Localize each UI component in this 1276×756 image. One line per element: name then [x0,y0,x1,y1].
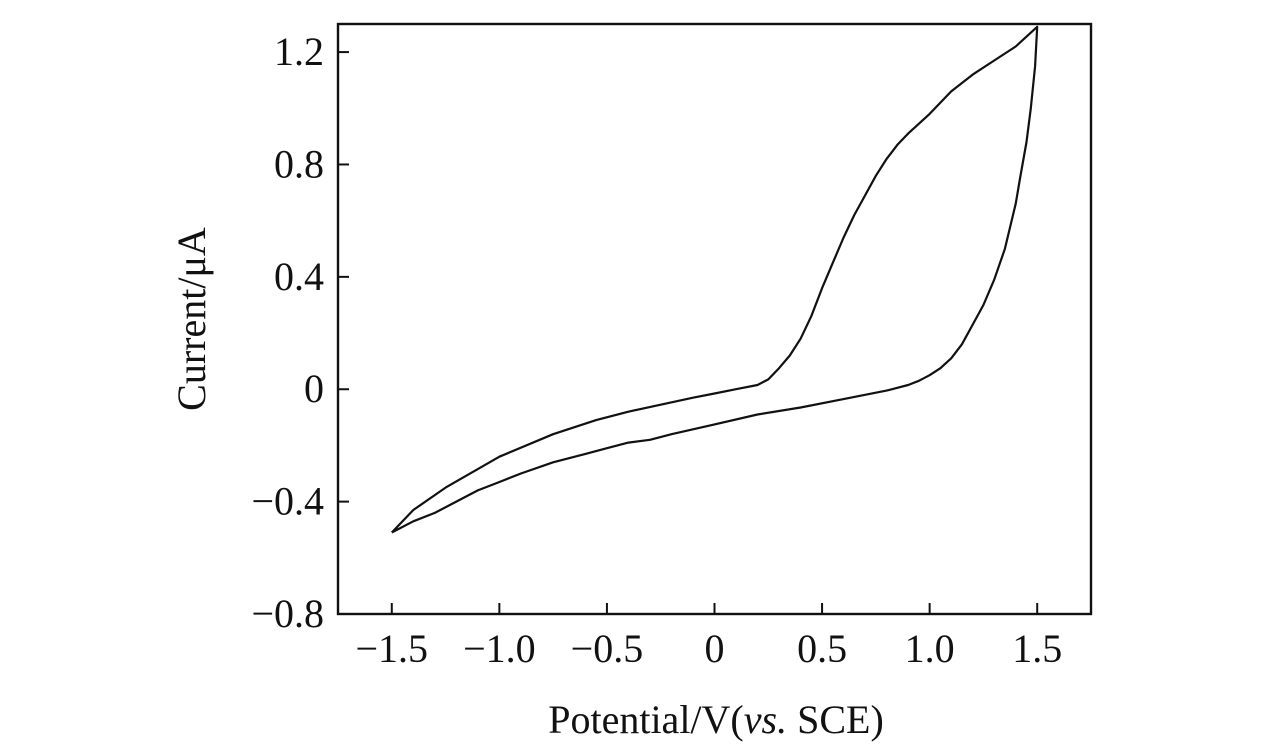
series-layer [391,25,1039,534]
x-tick-label: −1.5 [356,626,429,671]
x-tick-label: 0.5 [797,626,847,671]
x-tick-label: 0 [705,626,725,671]
x-tick-label: −1.0 [463,626,536,671]
x-axis-title-italic: vs. [744,697,787,742]
cv-curve [391,25,1039,534]
y-tick-label: 0.4 [274,254,324,299]
x-tick-label: 1.5 [1012,626,1062,671]
x-tick-label: 1.0 [905,626,955,671]
y-tick-label: 0.8 [274,141,324,186]
x-axis-title-tail: SCE) [787,697,884,742]
plot-frame [336,22,1093,616]
x-axis-ticks: −1.5 −1.0 −0.5 0 0.5 1.0 1.5 [356,603,1062,671]
y-axis-title: Current/μA [169,227,214,411]
y-tick-label: 0 [304,366,324,411]
y-tick-label: 1.2 [274,29,324,74]
y-axis-ticks: −0.8 −0.4 0 0.4 0.8 1.2 [251,29,349,636]
y-tick-label: −0.8 [251,591,324,636]
x-axis-title-main: Potential/V( [548,697,744,742]
x-axis-title: Potential/V(vs. SCE) [548,697,884,742]
x-tick-label: −0.5 [571,626,644,671]
y-tick-label: −0.4 [251,479,324,524]
